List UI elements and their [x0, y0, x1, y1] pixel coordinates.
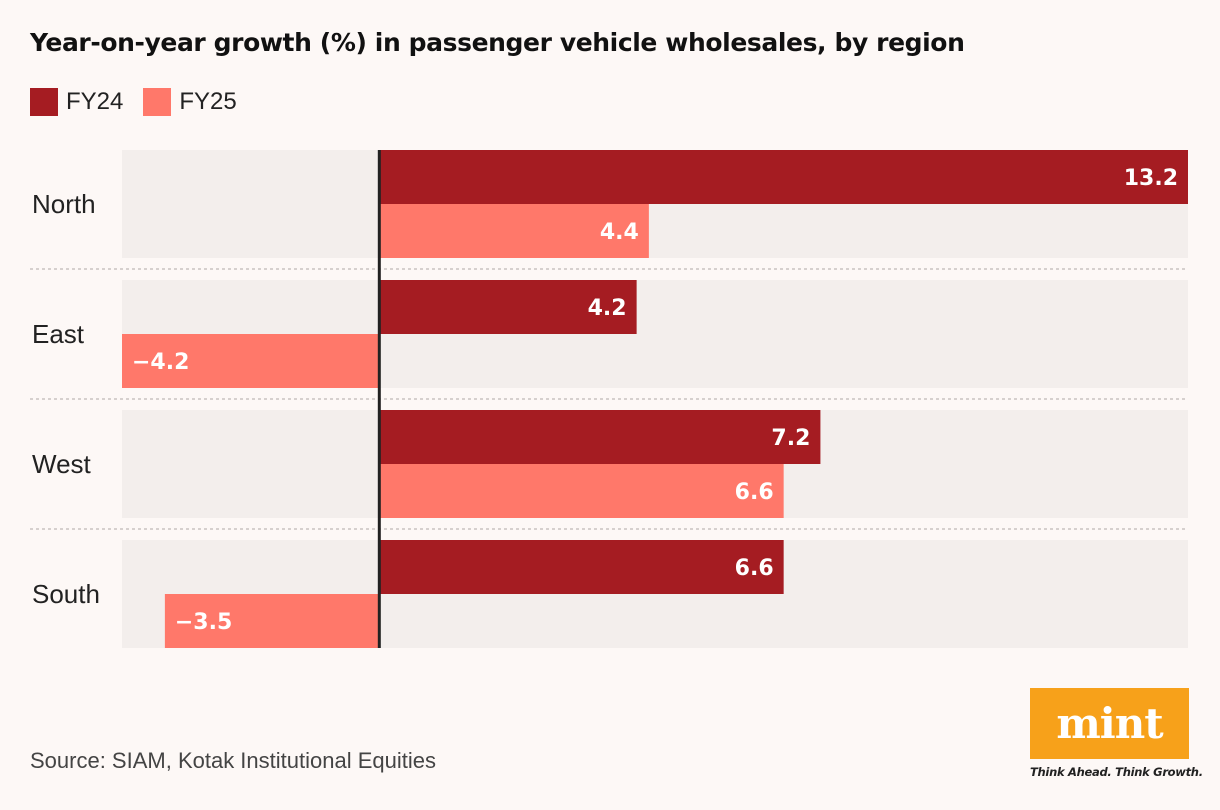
value-label-fy24-east: 4.2 [588, 296, 627, 321]
category-label-south: South [32, 579, 100, 609]
value-label-fy24-south: 6.6 [735, 556, 774, 581]
logo-text: mint [1056, 699, 1163, 748]
value-label-fy25-west: 6.6 [735, 480, 774, 505]
value-label-fy25-north: 4.4 [600, 220, 639, 245]
legend-swatch-fy24 [30, 88, 58, 116]
chart-title: Year-on-year growth (%) in passenger veh… [30, 28, 965, 57]
category-label-north: North [32, 189, 96, 219]
value-label-fy25-south: −3.5 [175, 610, 232, 635]
bar-fy24-west [379, 410, 821, 464]
legend-label-fy25: FY25 [179, 88, 237, 115]
legend-item-fy25: FY25 [143, 88, 237, 116]
category-label-east: East [32, 319, 85, 349]
logo-tagline: Think Ahead. Think Growth. [1030, 765, 1203, 779]
bar-fy25-east [122, 334, 380, 388]
bar-fy24-south [379, 540, 784, 594]
bar-chart: North 13.2 4.4 East 4.2 −4.2 West 7.2 6.6 South 6.… [30, 150, 1189, 648]
legend-item-fy24: FY24 [30, 88, 123, 116]
mint-logo: mint [1030, 688, 1189, 759]
bar-fy24-east [379, 280, 637, 334]
bar-fy24-north [379, 150, 1189, 204]
category-label-west: West [32, 449, 92, 479]
bar-fy25-north [379, 204, 649, 258]
legend-swatch-fy25 [143, 88, 172, 116]
legend-label-fy24: FY24 [66, 88, 124, 115]
value-label-fy24-north: 13.2 [1124, 166, 1178, 191]
value-label-fy25-east: −4.2 [132, 350, 189, 375]
bar-fy25-south [164, 594, 380, 648]
bar-fy25-west [379, 464, 784, 518]
value-label-fy24-west: 7.2 [771, 426, 810, 451]
legend: FY24 FY25 [30, 88, 257, 116]
source-note: Source: SIAM, Kotak Institutional Equiti… [30, 748, 436, 773]
